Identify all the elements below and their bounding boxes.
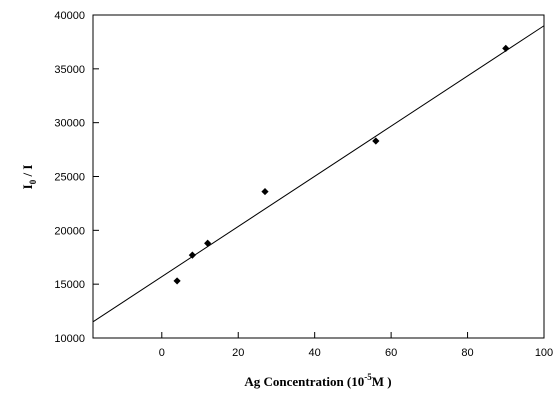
- y-axis-title: I0 / I: [20, 165, 38, 190]
- x-tick-label: 0: [159, 347, 165, 359]
- x-axis-title-suffix: M ): [372, 374, 392, 389]
- x-tick-label: 100: [535, 347, 553, 359]
- x-axis-ticks: 0 20 40 60 80 100: [159, 332, 553, 359]
- x-tick-label: 40: [309, 347, 321, 359]
- data-point: [372, 137, 380, 145]
- y-axis-ticks: 10000 15000 20000 25000 30000 35000 40000: [54, 10, 99, 345]
- y-tick-label: 15000: [54, 279, 85, 291]
- data-points: [173, 44, 510, 285]
- x-tick-label: 60: [385, 347, 397, 359]
- y-tick-label: 20000: [54, 225, 85, 237]
- x-tick-label: 20: [232, 347, 244, 359]
- y-axis-title-subscript: 0: [28, 179, 38, 184]
- x-axis-title: Ag Concentration (10-5M ): [244, 372, 391, 389]
- data-point: [188, 251, 196, 259]
- y-axis-title-prefix: I: [20, 184, 35, 189]
- x-axis-title-prefix: Ag Concentration (10: [244, 374, 364, 389]
- data-point: [173, 277, 181, 285]
- y-tick-label: 10000: [54, 333, 85, 345]
- plot-frame: [92, 14, 545, 339]
- x-axis-title-superscript: -5: [364, 372, 372, 382]
- y-tick-label: 35000: [54, 64, 85, 76]
- data-point: [204, 239, 212, 247]
- data-point: [261, 187, 269, 196]
- y-axis-title-suffix: / I: [20, 165, 35, 180]
- x-tick-label: 80: [461, 347, 473, 359]
- data-point: [502, 44, 510, 52]
- y-tick-label: 40000: [54, 10, 85, 22]
- fit-line: [92, 25, 545, 323]
- y-tick-label: 25000: [54, 172, 85, 184]
- y-tick-label: 30000: [54, 118, 85, 130]
